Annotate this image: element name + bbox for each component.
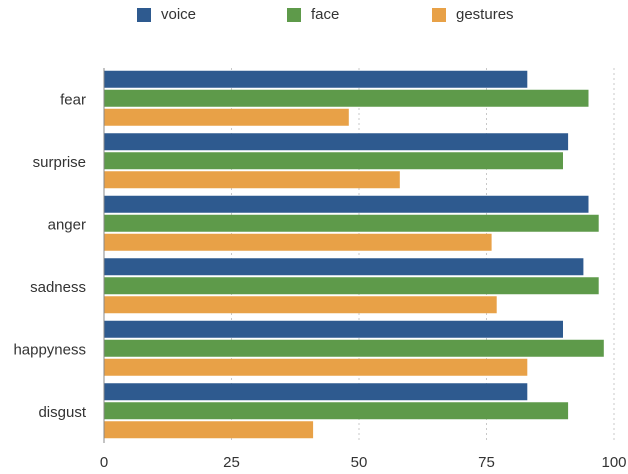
legend: voice face gestures — [0, 6, 628, 28]
bar-gestures-surprise — [104, 171, 400, 189]
y-tick-label-anger: anger — [48, 216, 86, 233]
bar-gestures-anger — [104, 233, 492, 251]
y-tick-label-disgust: disgust — [38, 404, 86, 421]
bar-voice-happyness — [104, 320, 563, 338]
bar-gestures-sadness — [104, 296, 497, 314]
legend-label-gestures: gestures — [456, 6, 514, 23]
legend-label-face: face — [311, 6, 340, 23]
legend-swatch-voice — [137, 7, 151, 22]
y-tick-label-sadness: sadness — [30, 279, 86, 296]
x-tick-label-0: 0 — [100, 454, 108, 471]
x-tick-label-75: 75 — [478, 454, 495, 471]
bar-face-fear — [104, 89, 589, 107]
bar-gestures-disgust — [104, 421, 314, 439]
bar-voice-sadness — [104, 258, 584, 276]
bar-gestures-fear — [104, 108, 349, 126]
bar-face-sadness — [104, 277, 599, 295]
y-tick-label-fear: fear — [60, 91, 86, 108]
bar-face-surprise — [104, 152, 563, 170]
legend-swatch-gestures — [432, 7, 446, 22]
y-tick-label-surprise: surprise — [33, 154, 86, 171]
legend-swatch-face — [287, 7, 301, 22]
legend-item-gestures: gestures — [432, 6, 514, 23]
x-tick-label-100: 100 — [601, 454, 626, 471]
x-tick-label-50: 50 — [351, 454, 368, 471]
bar-face-anger — [104, 214, 599, 232]
legend-label-voice: voice — [161, 6, 197, 23]
bar-voice-fear — [104, 70, 528, 88]
bar-voice-surprise — [104, 133, 569, 151]
bar-voice-anger — [104, 195, 589, 213]
legend-item-face: face — [287, 6, 339, 23]
x-tick-label-25: 25 — [223, 454, 240, 471]
y-tick-label-happyness: happyness — [13, 341, 86, 358]
bar-gestures-happyness — [104, 358, 528, 376]
legend-item-voice: voice — [137, 6, 196, 23]
bar-face-disgust — [104, 402, 569, 420]
bar-voice-disgust — [104, 383, 528, 401]
bar-face-happyness — [104, 339, 604, 357]
